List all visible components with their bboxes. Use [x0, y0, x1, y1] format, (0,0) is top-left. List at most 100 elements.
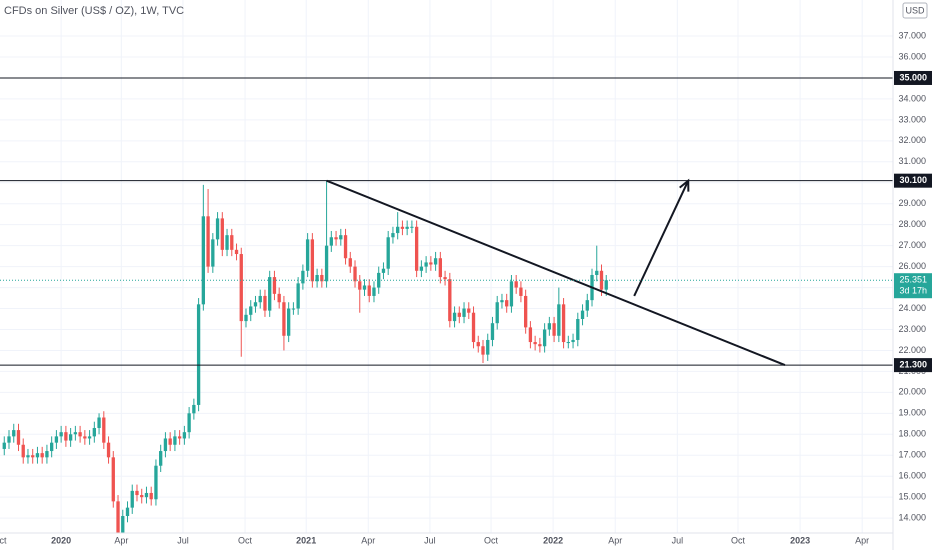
x-tick-label: Jul — [672, 535, 684, 545]
x-tick-label: Apr — [114, 535, 128, 545]
candle-body — [438, 258, 442, 278]
x-tick-label: Jul — [177, 535, 189, 545]
candle-body — [54, 436, 59, 443]
x-tick-label: Oct — [0, 535, 7, 545]
candle-body — [258, 295, 262, 303]
candle-body — [130, 490, 134, 508]
candle-body — [187, 413, 191, 433]
candle-body — [542, 329, 547, 347]
candle-body — [249, 306, 253, 315]
candle-body — [533, 342, 537, 345]
countdown-label: 3d 17h — [899, 286, 927, 296]
candle-body — [26, 455, 30, 458]
candle-body — [391, 233, 395, 238]
candle-body — [149, 492, 153, 500]
y-tick-label: 26.000 — [898, 261, 926, 271]
candle-body — [239, 254, 243, 322]
candle-body — [405, 226, 409, 229]
grid — [0, 0, 893, 533]
candle-body — [362, 285, 367, 290]
candle-body — [443, 277, 447, 280]
y-tick-label: 18.000 — [898, 429, 926, 439]
candle-body — [135, 490, 139, 496]
candle-body — [305, 239, 310, 271]
candle-body — [481, 346, 485, 355]
candle-body — [111, 457, 115, 502]
y-tick-label: 15.000 — [898, 492, 926, 502]
y-tick-label: 20.000 — [898, 387, 926, 397]
candle-body — [2, 442, 6, 449]
x-tick-label: Apr — [361, 535, 375, 545]
candle-body — [182, 432, 187, 439]
candle-body — [490, 323, 495, 340]
candle-body — [599, 270, 604, 290]
x-tick-label: Oct — [731, 535, 746, 545]
candle-body — [566, 342, 570, 344]
y-tick-label: 36.000 — [898, 51, 926, 61]
candle-body — [125, 507, 130, 517]
candle-body — [334, 237, 338, 240]
candle-body — [476, 342, 480, 347]
candle-body — [324, 245, 329, 282]
level-label-box — [894, 173, 932, 188]
candle-body — [206, 216, 210, 267]
candle-body — [50, 442, 54, 452]
candle-body — [509, 281, 514, 307]
last-price-label: 25.351 — [899, 275, 927, 285]
candle-body — [144, 492, 149, 498]
candle-body — [154, 465, 158, 500]
candle-body — [92, 427, 96, 437]
candle-body — [414, 226, 419, 271]
candle-body — [429, 262, 433, 265]
y-tick-label: 22.000 — [898, 345, 926, 355]
y-tick-label: 16.000 — [898, 471, 926, 481]
candle-body — [282, 302, 286, 336]
x-tick-label: 2023 — [790, 535, 810, 545]
x-tick-label: Jul — [424, 535, 436, 545]
candle-body — [467, 308, 471, 313]
candle-body — [106, 442, 111, 458]
plot-area — [0, 77, 893, 533]
y-tick-label: 37.000 — [898, 30, 926, 40]
candle-body — [500, 300, 504, 303]
candle-body — [353, 266, 357, 282]
candle-body — [87, 436, 92, 439]
candle-body — [315, 274, 319, 282]
candle-body — [291, 308, 296, 310]
candle-body — [287, 308, 291, 336]
y-tick-label: 14.000 — [898, 512, 926, 522]
y-tick-label: 27.000 — [898, 240, 926, 250]
level-label: 35.000 — [899, 72, 927, 82]
x-tick-label: 2022 — [543, 535, 563, 545]
y-tick-label: 23.000 — [898, 324, 926, 334]
candle-body — [547, 323, 552, 330]
candle-body — [201, 216, 206, 305]
candle-body — [215, 218, 220, 240]
candle-body — [381, 268, 386, 273]
candle-body — [329, 237, 333, 246]
y-tick-label: 32.000 — [898, 135, 926, 145]
candle-body — [538, 344, 542, 347]
level-label: 30.100 — [899, 175, 927, 185]
candle-body — [523, 295, 528, 328]
candle-body — [31, 455, 35, 458]
candle-body — [400, 226, 405, 229]
x-tick-label: 2020 — [51, 535, 71, 545]
candle-body — [16, 430, 21, 445]
candle-body — [64, 432, 68, 441]
candle-body — [68, 434, 73, 441]
y-tick-label: 24.000 — [898, 303, 926, 313]
candle-body — [410, 226, 414, 228]
candle-body — [580, 310, 585, 320]
candle-body — [244, 314, 248, 322]
candle-body — [495, 302, 499, 324]
candle-body — [234, 249, 239, 255]
x-tick-label: Oct — [484, 535, 499, 545]
candle-body — [173, 436, 177, 445]
candle-body — [140, 495, 144, 498]
candle-body — [576, 319, 580, 340]
candle-body — [225, 235, 229, 250]
candle-body — [367, 285, 371, 296]
candle-body — [296, 283, 300, 309]
candle-body — [102, 417, 106, 443]
